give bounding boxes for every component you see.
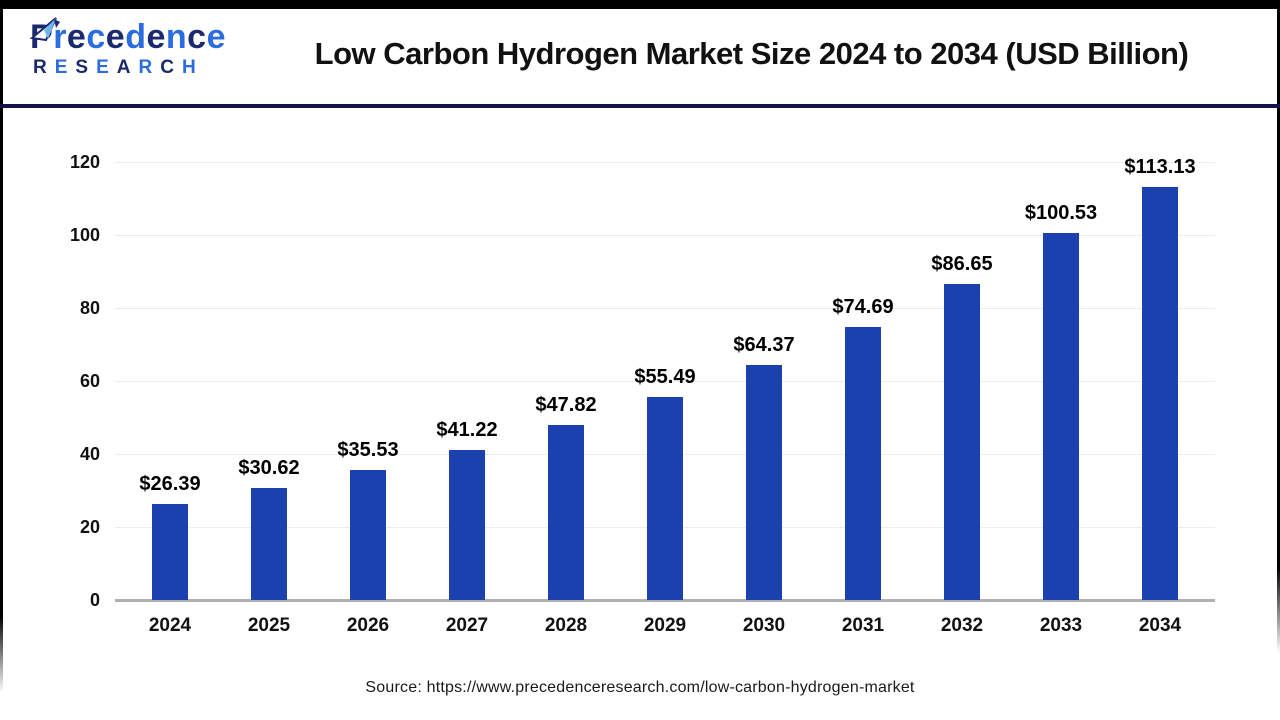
y-axis-tick-label: 80 [79, 298, 100, 318]
y-axis-tick-label: 0 [89, 590, 100, 610]
logo-letter: A [116, 57, 139, 78]
header-divider [0, 104, 1280, 108]
bar-value-label: $86.65 [931, 253, 993, 275]
bar-chart: 0 20 40 60 80 100 120 $26.39 2024 $30.62 2025 $35.5… [0, 110, 1280, 720]
gridline [115, 235, 1215, 236]
bar [152, 504, 188, 600]
bar [350, 470, 386, 600]
left-border [0, 0, 3, 700]
logo-letter: e [206, 18, 227, 56]
x-axis-label: 2034 [1138, 615, 1182, 636]
right-border [1277, 0, 1280, 660]
bar [647, 397, 683, 600]
bar [1043, 233, 1079, 600]
logo-subtitle-text: RESEARCH [30, 58, 226, 77]
bar [548, 425, 584, 600]
logo-letter: C [160, 57, 182, 78]
x-axis-label: 2027 [445, 615, 489, 636]
y-axis-tick-label: 20 [79, 517, 100, 537]
bar [944, 284, 980, 600]
bar-value-label: $41.22 [436, 419, 498, 441]
x-axis-label: 2033 [1039, 615, 1083, 636]
x-axis-label: 2025 [247, 615, 291, 636]
y-axis-tick-label: 100 [69, 225, 100, 245]
logo-letter: H [182, 57, 204, 78]
x-axis-label: 2024 [148, 615, 192, 636]
logo-letter: E [96, 57, 117, 78]
logo-letter: c [187, 18, 207, 56]
y-axis-tick-label: 40 [79, 444, 100, 464]
x-axis-line [115, 599, 1215, 602]
gridline [115, 381, 1215, 382]
logo-letter: r [53, 18, 67, 56]
logo-letter: R [138, 57, 161, 78]
y-axis-tick-label: 60 [79, 371, 100, 391]
gridline [115, 162, 1215, 163]
bar-value-label: $26.39 [139, 473, 201, 495]
bar-value-label: $74.69 [832, 296, 894, 318]
x-axis-label: 2028 [544, 615, 588, 636]
bar [1142, 187, 1178, 600]
x-axis-label: 2029 [643, 615, 687, 636]
bar-value-label: $47.82 [535, 394, 597, 416]
bar-value-label: $55.49 [634, 366, 696, 388]
bar [251, 488, 287, 600]
logo-letter: E [54, 57, 76, 78]
bar-value-label: $64.37 [733, 334, 795, 356]
logo-letter: e [105, 18, 126, 56]
bar [746, 365, 782, 600]
y-axis-tick-label: 120 [69, 152, 100, 172]
logo-letter: R [33, 57, 55, 78]
bar-value-label: $113.13 [1124, 156, 1196, 178]
bar [845, 327, 881, 600]
bar [449, 450, 485, 600]
logo-letter: S [75, 57, 97, 78]
bar-value-label: $30.62 [238, 457, 300, 479]
x-axis-label: 2031 [841, 615, 885, 636]
logo-letter: e [66, 18, 87, 56]
x-axis-label: 2032 [940, 615, 984, 636]
x-axis-label: 2030 [742, 615, 786, 636]
precedence-logo: Precedence RESEARCH [29, 17, 226, 77]
logo-letter: e [146, 18, 166, 56]
source-text: Source: https://www.precedenceresearch.c… [365, 679, 915, 696]
gridline [115, 308, 1215, 309]
x-axis-label: 2026 [346, 615, 390, 636]
bar-value-label: $100.53 [1024, 202, 1098, 224]
logo-brand-text: Precedence [30, 20, 226, 54]
bar-value-label: $35.53 [337, 439, 399, 461]
logo-letter: c [86, 18, 106, 56]
top-border [0, 0, 1280, 9]
chart-title: Low Carbon Hydrogen Market Size 2024 to … [314, 36, 1189, 71]
logo-letter: n [165, 18, 188, 56]
logo-letter: d [125, 18, 147, 56]
paper-plane-icon [29, 17, 60, 42]
